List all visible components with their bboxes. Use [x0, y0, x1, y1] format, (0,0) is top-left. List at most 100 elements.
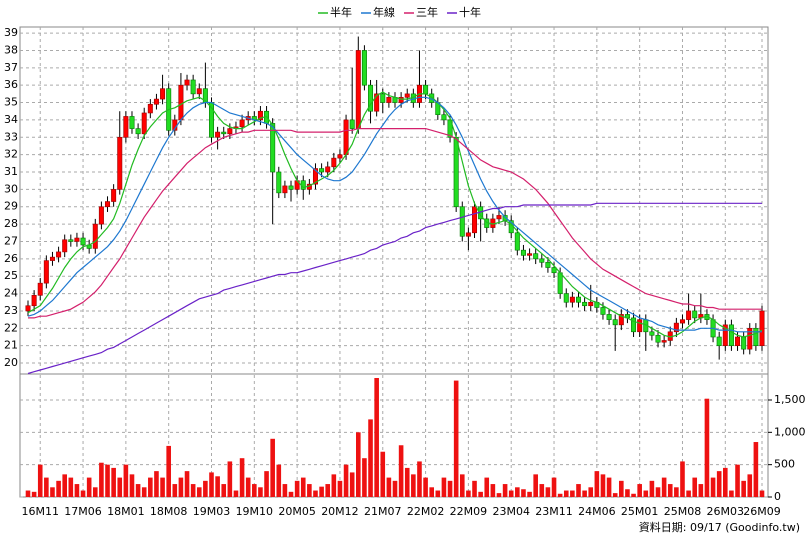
volume-bar	[429, 487, 434, 497]
volume-bar	[276, 464, 282, 497]
volume-bar	[374, 378, 379, 497]
candle-body	[404, 93, 410, 98]
volume-bar	[729, 490, 734, 497]
volume-bar	[496, 493, 502, 497]
volume-bar	[741, 480, 746, 497]
candle-body	[68, 239, 74, 242]
y-tick-label: 30	[4, 182, 18, 195]
y-tick-label: 23	[4, 304, 18, 317]
volume-bar	[459, 474, 465, 497]
candle-body	[533, 253, 539, 260]
candle-body	[355, 50, 361, 129]
candle-body	[728, 324, 734, 346]
y-tick-label: 24	[4, 287, 18, 300]
candle-body	[557, 272, 563, 294]
legend-label: 半年	[330, 5, 352, 19]
candle-body	[43, 260, 49, 284]
candle-body	[288, 185, 294, 190]
candle-body	[588, 301, 594, 307]
volume-bar	[551, 477, 557, 497]
volume-bar	[80, 490, 86, 497]
volume-bar	[331, 474, 337, 497]
x-tick-label: 23M11	[535, 505, 573, 518]
volume-bar	[92, 487, 98, 497]
volume-bar	[337, 480, 343, 497]
candle-body	[270, 123, 276, 173]
candle-body	[361, 50, 367, 86]
y-tick-label: 26	[4, 252, 18, 265]
volume-bar	[380, 451, 386, 497]
volume-bar	[484, 477, 490, 497]
volume-bar	[362, 458, 367, 497]
volume-bar	[533, 474, 538, 497]
volume-bar	[368, 419, 373, 497]
y2-tick-label: 500	[774, 458, 795, 471]
candle-body	[606, 314, 612, 320]
volume-bar	[196, 487, 202, 497]
candle-body	[325, 166, 331, 173]
candle-body	[649, 331, 655, 336]
y-tick-label: 25	[4, 269, 18, 282]
candle-body	[196, 88, 202, 95]
y-tick-label: 39	[4, 26, 18, 39]
candle-body	[514, 232, 520, 251]
volume-bar	[606, 477, 612, 497]
volume-bar	[759, 490, 765, 497]
volume-bar	[625, 489, 630, 497]
volume-bar	[710, 477, 716, 497]
ma-line	[27, 96, 762, 333]
volume-bar	[545, 487, 551, 497]
candle-body	[62, 239, 68, 253]
volume-bar	[252, 484, 257, 497]
candle-body	[184, 79, 190, 86]
x-tick-label: 18M01	[107, 505, 145, 518]
y-tick-label: 36	[4, 78, 18, 91]
candle-body	[319, 168, 325, 173]
candle-body	[331, 157, 337, 168]
y-tick-label: 28	[4, 217, 18, 230]
volume-bar	[111, 467, 116, 497]
volume-bar	[184, 471, 190, 497]
candle-body	[37, 282, 43, 296]
source-note: 資料日期: 09/17 (Goodinfo.tw)	[639, 520, 800, 534]
y-tick-label: 38	[4, 43, 18, 56]
candle-body	[472, 206, 478, 234]
volume-bar	[166, 445, 171, 497]
candle-body	[178, 84, 184, 121]
candle-body	[582, 301, 588, 307]
candle-body	[105, 201, 111, 208]
candle-body	[655, 334, 661, 343]
volume-bar	[692, 477, 698, 497]
volume-bar	[404, 467, 410, 497]
volume-bar	[508, 490, 514, 497]
candle-body	[111, 189, 117, 202]
volume-bar	[99, 462, 104, 497]
candle-body	[575, 296, 581, 303]
volume-bar	[527, 491, 532, 497]
volume-bar	[674, 487, 679, 497]
legend-label: 十年	[459, 5, 481, 19]
y-tick-label: 34	[4, 113, 18, 126]
candle-body	[380, 93, 386, 103]
candle-body	[92, 223, 98, 249]
ma-line	[28, 128, 762, 319]
candle-body	[31, 295, 37, 307]
x-tick-label: 24M06	[578, 505, 616, 518]
volume-bar	[386, 477, 392, 497]
y2-tick-label: 0	[774, 490, 781, 503]
volume-bar	[245, 477, 251, 497]
volume-bar	[398, 445, 404, 497]
volume-bar	[472, 480, 477, 497]
y-tick-label: 33	[4, 130, 18, 143]
volume-bar	[74, 484, 80, 497]
candle-body	[545, 262, 551, 268]
candle-body	[74, 237, 80, 242]
candle-body	[129, 116, 135, 129]
candle-body	[190, 79, 196, 95]
volume-bar	[643, 490, 649, 497]
candle-body	[337, 154, 343, 159]
volume-bar	[704, 398, 710, 497]
y-tick-label: 20	[4, 356, 18, 369]
volume-bar	[325, 484, 331, 497]
